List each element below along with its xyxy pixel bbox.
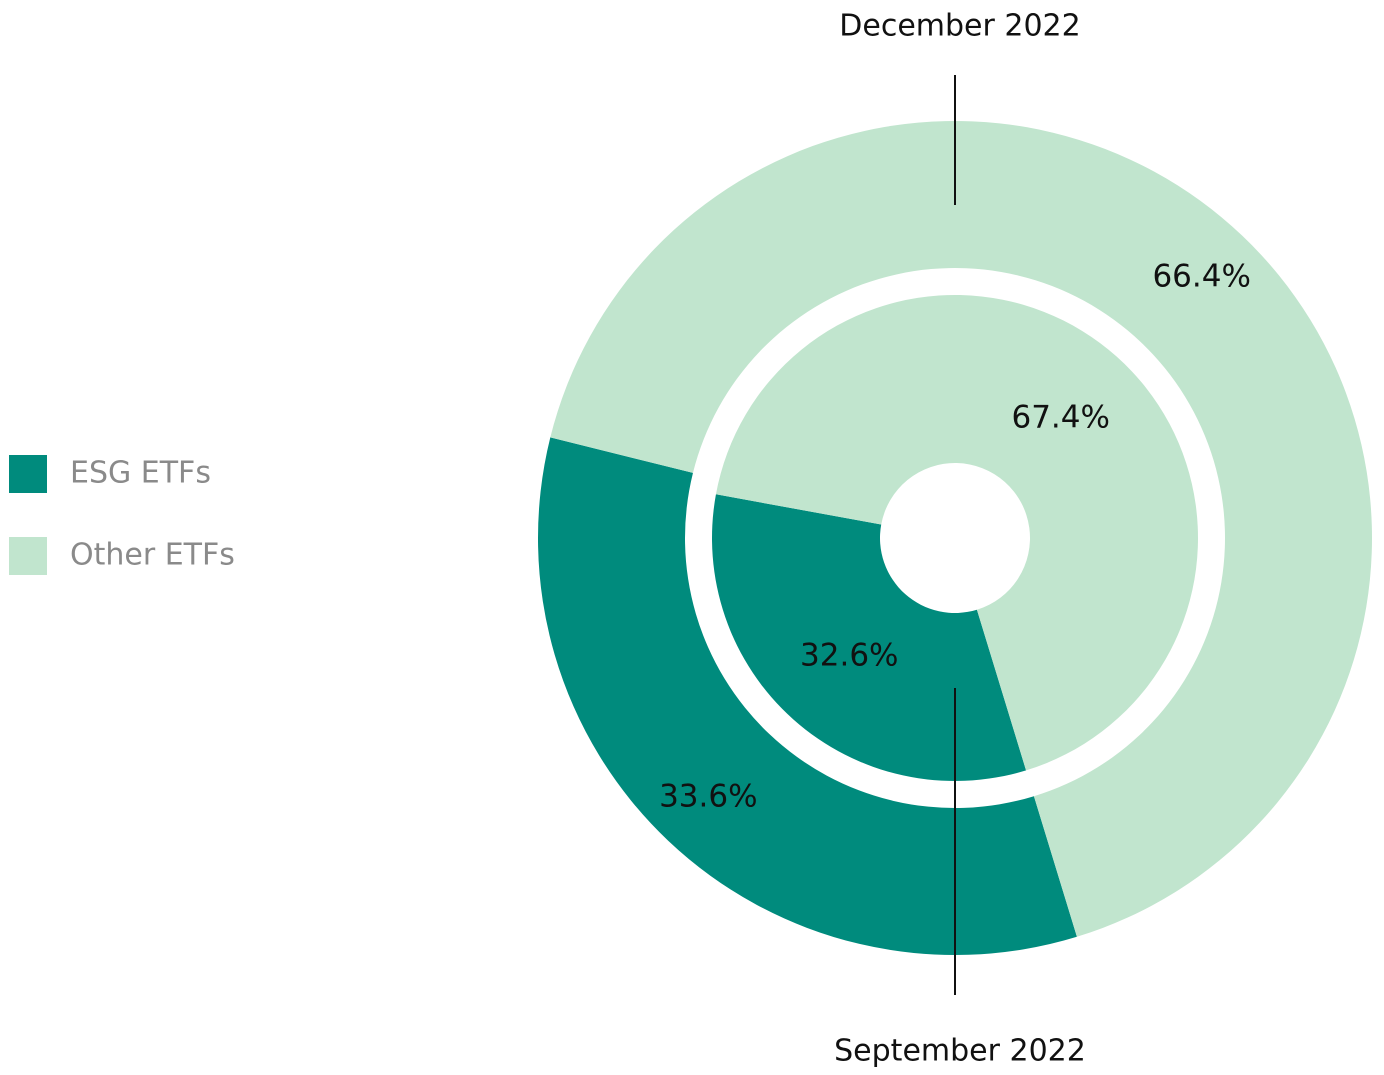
legend-label: ESG ETFs: [70, 456, 211, 491]
data-label: 32.6%: [800, 637, 898, 673]
legend-swatch: [9, 455, 47, 493]
data-label: 33.6%: [659, 779, 757, 815]
data-label: 66.4%: [1152, 258, 1250, 294]
legend-swatch: [9, 537, 47, 575]
slice: [550, 120, 1372, 937]
slice: [538, 437, 1077, 955]
series-label: December 2022: [839, 9, 1080, 44]
legend-label: Other ETFs: [70, 538, 235, 573]
series-label: September 2022: [834, 1034, 1086, 1069]
data-label: 67.4%: [1011, 400, 1109, 436]
slice: [712, 494, 1027, 781]
slice: [715, 294, 1198, 771]
